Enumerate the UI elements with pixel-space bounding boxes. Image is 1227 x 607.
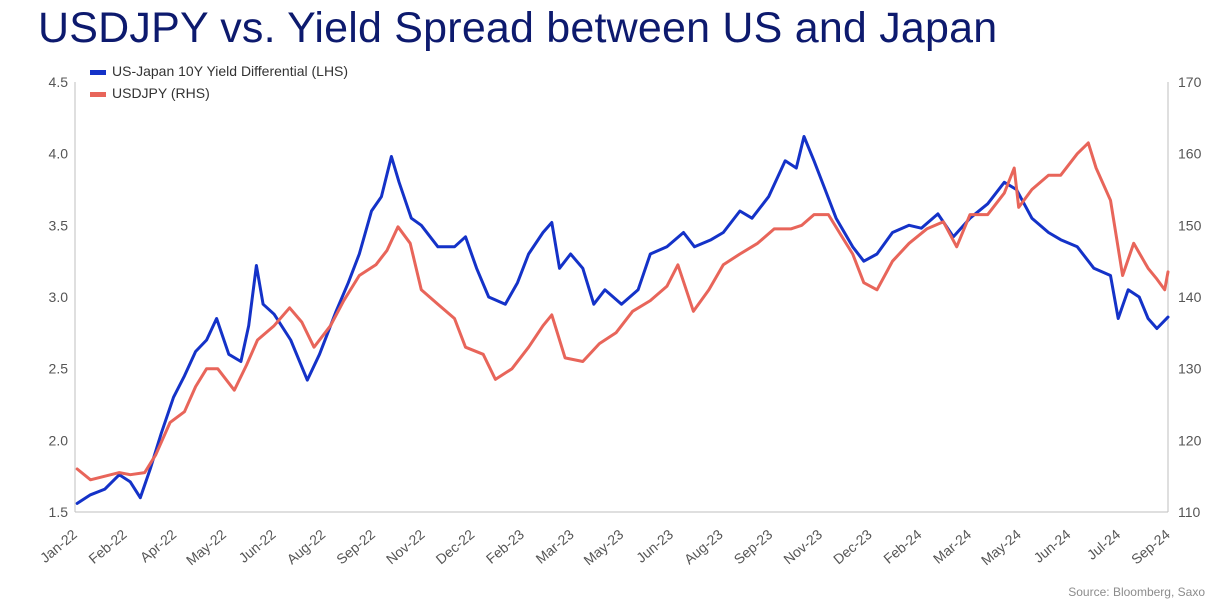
- y-left-tick-label: 3.0: [49, 289, 69, 305]
- x-tick-label: Feb-22: [85, 526, 129, 567]
- x-tick-label: Sep-22: [333, 526, 378, 567]
- y-left-tick-label: 1.5: [49, 504, 69, 520]
- legend-swatch-usdjpy: [90, 92, 106, 97]
- x-tick-label: Dec-23: [830, 526, 875, 567]
- y-left-tick-label: 4.0: [49, 146, 69, 162]
- y-left-tick-label: 2.0: [49, 432, 69, 448]
- x-tick-label: Jun-22: [236, 526, 279, 566]
- x-tick-label: Jul-24: [1084, 526, 1124, 563]
- x-tick-label: Nov-22: [383, 526, 428, 567]
- y-left-tick-label: 2.5: [49, 361, 69, 377]
- x-tick-label: Jun-24: [1030, 526, 1073, 566]
- x-tick-label: Aug-22: [283, 526, 328, 567]
- x-tick-label: Dec-22: [433, 526, 478, 567]
- y-left-tick-label: 4.5: [49, 74, 69, 90]
- x-tick-label: Sep-24: [1128, 526, 1173, 567]
- yield-differential-line: [75, 135, 1170, 505]
- legend-label-usdjpy: USDJPY (RHS): [112, 85, 210, 101]
- chart-title: USDJPY vs. Yield Spread between US and J…: [38, 4, 998, 52]
- axes: 1.5 2.0 2.5 3.0 3.5 4.0 4.5 110 120 130 140 150 160 1…: [37, 74, 1202, 568]
- legend-swatch-yield: [90, 70, 106, 75]
- x-tick-label: May-22: [183, 526, 229, 568]
- series-lines: [75, 135, 1170, 505]
- legend-label-yield: US-Japan 10Y Yield Differential (LHS): [112, 63, 348, 79]
- x-tick-label: May-24: [978, 526, 1024, 568]
- x-tick-label: Mar-24: [930, 526, 974, 567]
- y-right-tick-label: 140: [1178, 289, 1202, 305]
- x-tick-label: Feb-23: [483, 526, 527, 567]
- x-tick-label: Jun-23: [633, 526, 676, 566]
- x-tick-label: Mar-23: [532, 526, 576, 567]
- y-right-tick-label: 170: [1178, 74, 1202, 90]
- x-tick-label: Aug-23: [681, 526, 726, 567]
- x-tick-label: Feb-24: [880, 526, 924, 567]
- x-tick-label: Jan-22: [37, 526, 80, 566]
- x-tick-label: Apr-22: [137, 526, 180, 565]
- x-tick-label: May-23: [580, 526, 626, 568]
- usdjpy-line: [75, 141, 1170, 482]
- y-right-tick-label: 130: [1178, 361, 1202, 377]
- y-right-tick-label: 150: [1178, 217, 1202, 233]
- y-right-tick-label: 120: [1178, 432, 1202, 448]
- x-tick-label: Nov-23: [780, 526, 825, 567]
- y-right-tick-label: 110: [1178, 504, 1201, 520]
- y-right-tick-label: 160: [1178, 146, 1202, 162]
- legend: US-Japan 10Y Yield Differential (LHS) USD…: [90, 63, 348, 101]
- y-left-tick-label: 3.5: [49, 217, 69, 233]
- x-tick-label: Sep-23: [731, 526, 776, 567]
- source-note: Source: Bloomberg, Saxo: [1068, 585, 1205, 599]
